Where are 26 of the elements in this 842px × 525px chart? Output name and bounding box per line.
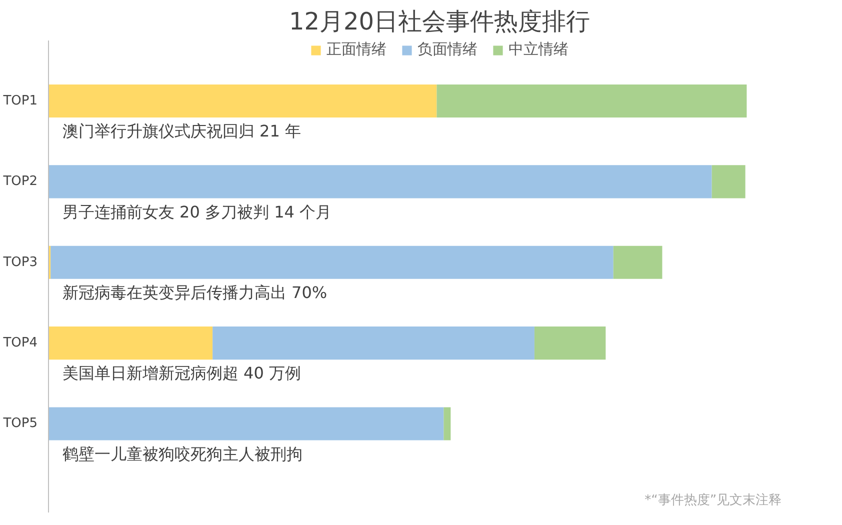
annotation: *“事件热度”见文末注释 — [644, 492, 782, 508]
bar — [534, 326, 606, 360]
y-tick-label: TOP2 — [2, 174, 38, 190]
y-tick-label: TOP3 — [2, 254, 38, 270]
bar — [436, 84, 747, 118]
legend-label: 正面情绪 — [326, 40, 386, 59]
y-tick-label: TOP5 — [2, 416, 38, 432]
annotation: 美国单日新增新冠病例超 40 万例 — [62, 364, 301, 383]
bar — [212, 326, 534, 360]
annotation: 澳门举行升旗仪式庆祝回归 21 年 — [62, 122, 301, 141]
bar — [48, 407, 444, 440]
bar — [50, 246, 614, 279]
legend-label: 负面情绪 — [418, 40, 478, 59]
annotation: 鹤壁一儿童被狗咬死狗主人被刑拘 — [62, 444, 302, 464]
annotation: 新冠病毒在英变异后传播力高出 70% — [62, 282, 328, 302]
bar — [613, 246, 662, 279]
annotation: 男子连捅前女友 20 多刀被判 14 个月 — [62, 202, 332, 222]
legend-label: 中立情绪 — [508, 40, 568, 59]
y-tick-label: TOP4 — [2, 336, 38, 351]
y-tick-label: TOP1 — [2, 94, 38, 109]
bar — [444, 407, 451, 440]
bar — [48, 84, 437, 118]
chart-title: 12月20日社会事件热度排行 — [288, 8, 590, 36]
bar — [48, 326, 213, 360]
bar — [712, 165, 746, 198]
bar — [48, 165, 712, 198]
